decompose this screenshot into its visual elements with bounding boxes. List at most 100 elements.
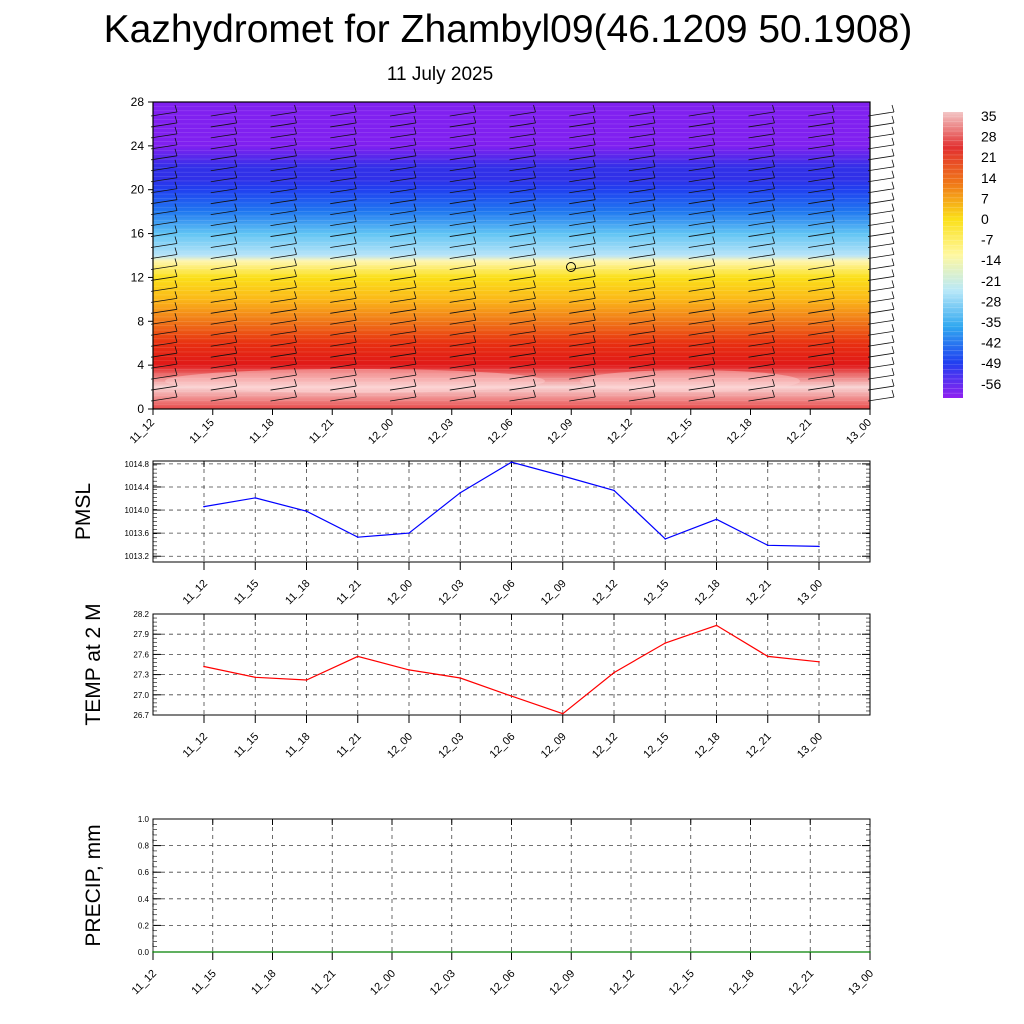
wind-barb (748, 166, 775, 172)
y-tick-label: 0.8 (138, 842, 150, 851)
wind-barb (150, 122, 178, 128)
x-tick-label: 12_06 (488, 968, 518, 998)
wind-barb (891, 247, 895, 255)
wind-barb (270, 385, 297, 391)
wind-barb (150, 330, 178, 336)
wind-barb (234, 137, 238, 145)
wind-barb (473, 148, 477, 156)
wind-barb (210, 199, 237, 205)
wind-barb (150, 276, 178, 281)
x-tick-label: 12_15 (641, 731, 671, 761)
wind-barb (234, 104, 238, 113)
y-tick-label: 1014.0 (125, 506, 150, 515)
wind-barb (330, 232, 357, 237)
wind-barb (294, 104, 297, 113)
wind-barb (449, 385, 476, 391)
wind-barb (569, 177, 596, 183)
wind-barb (389, 111, 417, 117)
x-tick-label: 11_21 (334, 578, 364, 608)
wind-barb (449, 122, 476, 128)
wind-barb (389, 166, 417, 172)
wind-barb (234, 247, 238, 255)
wind-barb (712, 247, 716, 255)
wind-barb (831, 247, 835, 255)
wind-barb (270, 155, 297, 161)
wind-barb (294, 313, 297, 321)
wind-barb (330, 199, 357, 205)
wind-barb (831, 324, 835, 332)
wind-barb (413, 357, 417, 365)
wind-barb (210, 111, 237, 117)
wind-barb (330, 155, 357, 161)
wind-barb (389, 232, 417, 237)
wind-barb (772, 126, 775, 135)
wind-barb (569, 308, 596, 314)
wind-barb (509, 122, 536, 128)
wind-barb (628, 330, 656, 336)
wind-barb (569, 330, 596, 336)
wind-barb (867, 363, 895, 369)
wind-barb (389, 265, 417, 270)
wind-barb (413, 203, 417, 211)
wind-barb (473, 236, 477, 244)
wind-barb (449, 341, 476, 347)
x-tick-label: 12_15 (665, 417, 695, 447)
wind-barb (748, 232, 775, 237)
wind-barb (330, 330, 357, 336)
wind-barb (150, 396, 178, 402)
wind-barb (270, 330, 297, 336)
wind-barb (389, 352, 417, 358)
data-point (664, 538, 667, 540)
data-point (211, 951, 214, 953)
wind-barb (652, 378, 656, 387)
wind-barb (473, 214, 477, 222)
wind-barb (748, 243, 775, 248)
wind-barb (891, 335, 895, 343)
wind-barb (509, 363, 536, 369)
wind-barb (473, 291, 477, 299)
wind-barb (174, 247, 178, 255)
wind-barb (652, 335, 656, 343)
wind-barb (891, 170, 895, 178)
wind-barb (533, 115, 536, 124)
wind-barb (772, 258, 775, 266)
wind-barb (353, 313, 357, 321)
wind-barb (473, 225, 477, 233)
wind-barb (652, 181, 656, 189)
wind-barb (831, 203, 835, 211)
wind-barb (473, 126, 477, 135)
wind-barb (270, 396, 297, 402)
wind-barb (867, 199, 895, 205)
wind-barb (592, 247, 596, 255)
wind-barb (808, 276, 835, 281)
wind-barb (509, 276, 536, 281)
wind-barb (533, 225, 536, 233)
wind-barb (867, 111, 895, 117)
wind-barb (592, 269, 596, 277)
wind-barb (569, 111, 596, 117)
data-point (561, 712, 564, 715)
colorbar-label: -56 (981, 376, 1001, 392)
wind-barb (509, 155, 536, 161)
wind-barb (712, 313, 716, 321)
wind-barb (449, 276, 476, 281)
wind-barb (330, 166, 357, 172)
wind-barb (712, 258, 716, 266)
x-tick-label: 12_06 (486, 417, 516, 447)
wind-barb (150, 221, 178, 227)
wind-barb (330, 276, 357, 281)
colorbar-label: 14 (981, 170, 997, 186)
wind-barb (270, 352, 297, 358)
wind-barb (270, 276, 297, 281)
wind-barb (330, 144, 357, 150)
colorbar-scale (943, 112, 963, 398)
wind-barb (808, 396, 835, 402)
x-tick-label: 11_18 (249, 968, 279, 998)
wind-barb (808, 265, 835, 270)
wind-barb (628, 276, 656, 281)
wind-barb (652, 170, 656, 178)
wind-barb (509, 352, 536, 358)
x-tick-label: 13_00 (846, 968, 876, 998)
wind-barb (748, 308, 775, 314)
wind-barb (353, 324, 357, 332)
